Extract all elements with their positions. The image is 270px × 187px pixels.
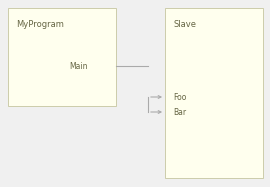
Bar [8,8,116,106]
Text: Slave: Slave [173,20,196,29]
Bar [165,8,263,178]
Text: Main: Main [69,62,88,70]
Text: Foo: Foo [173,93,186,102]
Text: MyProgram: MyProgram [16,20,64,29]
Text: Bar: Bar [173,108,186,117]
